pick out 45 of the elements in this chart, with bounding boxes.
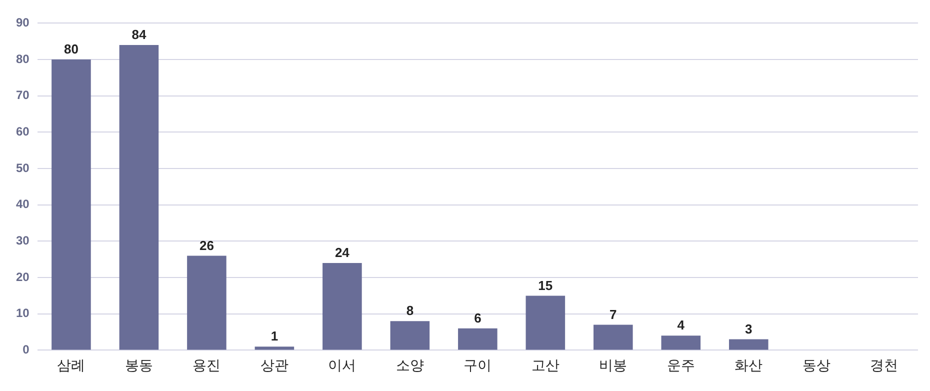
data-label: 15 — [538, 278, 553, 293]
bar — [458, 328, 498, 350]
bar — [322, 263, 362, 350]
y-tick-label: 20 — [16, 270, 30, 284]
y-tick-label: 30 — [16, 234, 30, 248]
x-tick-label: 삼례 — [57, 358, 86, 374]
x-tick-label: 화산 — [734, 358, 763, 374]
y-tick-label: 90 — [16, 16, 30, 30]
bar — [390, 321, 430, 350]
x-tick-label: 용진 — [192, 358, 221, 374]
y-tick-label: 0 — [22, 342, 30, 357]
y-tick-label: 70 — [16, 88, 30, 102]
x-tick-label: 이서 — [328, 358, 356, 374]
bar — [729, 339, 768, 350]
y-tick-label: 80 — [16, 52, 30, 66]
y-tick-label: 10 — [16, 306, 30, 320]
x-tick-label: 동상 — [802, 358, 830, 374]
bar — [119, 45, 159, 350]
bar — [52, 60, 91, 350]
data-label: 7 — [610, 306, 617, 322]
x-tick-label: 비봉 — [599, 358, 628, 374]
bar — [187, 256, 226, 350]
data-label: 80 — [64, 42, 78, 57]
x-tick-label: 고산 — [531, 358, 560, 374]
y-tick-label: 50 — [16, 160, 30, 175]
data-label: 8 — [406, 303, 414, 318]
x-tick-label: 소양 — [396, 358, 424, 374]
y-tick-label: 40 — [16, 197, 30, 212]
bar — [661, 336, 701, 350]
y-tick-label: 60 — [16, 124, 30, 139]
data-label: 1 — [270, 328, 278, 344]
data-label: 26 — [199, 238, 214, 253]
bar — [526, 296, 566, 350]
x-tick-label: 봉동 — [124, 358, 153, 374]
data-label: 4 — [677, 318, 686, 333]
data-label: 24 — [334, 245, 350, 260]
data-label: 3 — [745, 321, 752, 336]
data-label: 84 — [132, 27, 147, 42]
x-tick-label: 경천 — [870, 358, 898, 374]
x-tick-label: 상관 — [260, 358, 288, 374]
data-label: 6 — [474, 310, 482, 326]
bar — [254, 346, 294, 350]
bar — [594, 324, 633, 350]
x-tick-label: 운주 — [666, 358, 695, 374]
x-tick-label: 구이 — [464, 358, 492, 374]
